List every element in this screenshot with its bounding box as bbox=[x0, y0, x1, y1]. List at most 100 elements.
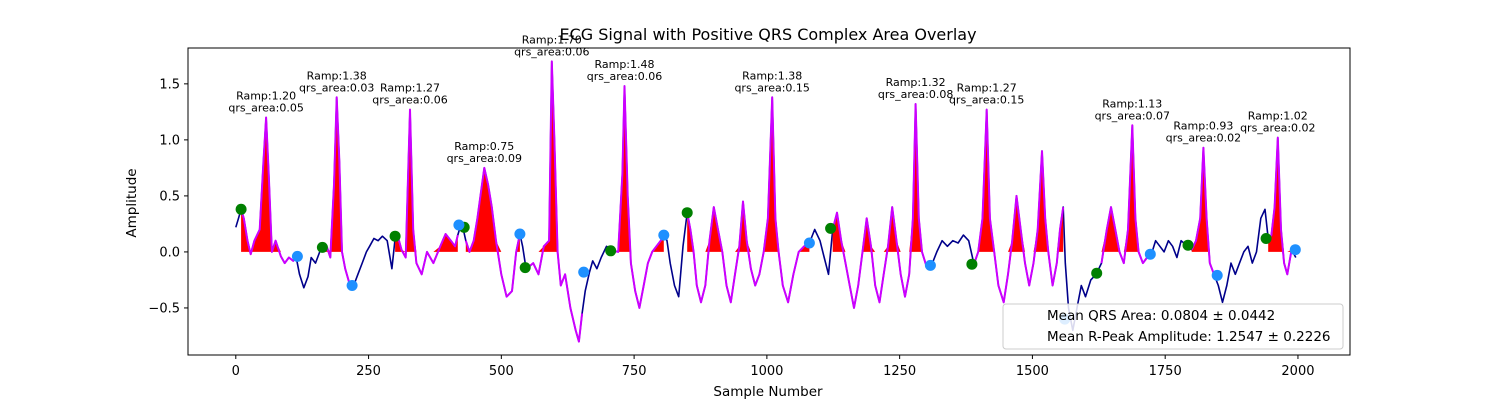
qrs-area-label: qrs_area:0.07 bbox=[1095, 109, 1170, 122]
qrs-onset-marker bbox=[389, 230, 401, 242]
x-tick-label: 250 bbox=[356, 364, 381, 379]
qrs-onset-marker bbox=[1091, 267, 1103, 279]
r-amplitude-label: Ramp:1.02 bbox=[1248, 110, 1308, 123]
qrs-onset-marker bbox=[681, 207, 693, 219]
qrs-area-label: qrs_area:0.03 bbox=[299, 81, 374, 94]
qrs-area-label: qrs_area:0.06 bbox=[514, 45, 589, 58]
qrs-area-label: qrs_area:0.15 bbox=[734, 81, 809, 94]
qrs-onset-marker bbox=[316, 241, 328, 253]
x-tick-label: 500 bbox=[489, 364, 514, 379]
r-peak-annotation: Ramp:1.70 qrs_area:0.06 bbox=[514, 33, 589, 58]
r-peak-annotation: Ramp:1.38 qrs_area:0.03 bbox=[299, 69, 374, 94]
qrs-offset-marker bbox=[291, 250, 303, 262]
x-tick-label: 750 bbox=[622, 364, 647, 379]
r-amplitude-label: Ramp:1.13 bbox=[1102, 97, 1162, 110]
qrs-area-label: qrs_area:0.02 bbox=[1240, 122, 1315, 135]
qrs-area-label: qrs_area:0.02 bbox=[1166, 132, 1241, 145]
r-amplitude-label: Ramp:1.48 bbox=[594, 58, 654, 71]
y-tick-label: 0.5 bbox=[159, 189, 180, 204]
qrs-offset-marker bbox=[346, 280, 358, 291]
r-peak-annotation: Ramp:1.38 qrs_area:0.15 bbox=[734, 69, 809, 94]
y-axis: −0.5 0.0 0.5 1.0 1.5 bbox=[148, 77, 188, 316]
qrs-segment-line bbox=[973, 108, 1065, 304]
y-tick-label: 0.0 bbox=[159, 245, 180, 260]
r-peak-annotation: Ramp:1.20 qrs_area:0.05 bbox=[228, 90, 303, 115]
r-peak-annotation: Ramp:1.27 qrs_area:0.15 bbox=[949, 82, 1024, 107]
r-peak-annotation: Ramp:0.75 qrs_area:0.09 bbox=[447, 140, 522, 165]
qrs-offset-marker bbox=[1289, 244, 1301, 256]
r-amplitude-label: Ramp:1.70 bbox=[522, 33, 582, 46]
qrs-area-label: qrs_area:0.05 bbox=[228, 102, 303, 115]
qrs-onset-marker bbox=[825, 222, 837, 234]
qrs-offset-marker bbox=[924, 259, 936, 271]
qrs-area-label: qrs_area:0.09 bbox=[447, 152, 522, 165]
qrs-onset-marker bbox=[605, 245, 617, 257]
r-peak-annotation: Ramp:1.02 qrs_area:0.02 bbox=[1240, 110, 1315, 135]
qrs-offset-marker bbox=[803, 237, 815, 249]
y-tick-label: 1.0 bbox=[159, 133, 180, 148]
qrs-offset-marker bbox=[453, 219, 465, 231]
legend-box bbox=[1002, 303, 1344, 350]
qrs-offset-marker bbox=[1144, 248, 1156, 260]
qrs-segment-line bbox=[240, 116, 297, 265]
qrs-area-fill bbox=[1191, 147, 1214, 252]
x-tick-label: 1250 bbox=[883, 364, 916, 379]
qrs-onset-marker bbox=[235, 203, 247, 215]
qrs-offset-marker bbox=[578, 266, 590, 278]
qrs-area-fill bbox=[974, 109, 1064, 252]
plot-content bbox=[235, 60, 1297, 343]
x-axis: 0 250 500 750 1000 1250 1500 1750 2000 bbox=[232, 355, 1315, 379]
r-peak-annotation: Ramp:0.93 qrs_area:0.02 bbox=[1166, 120, 1241, 145]
legend-entry-mean-qrs-area: Mean QRS Area: 0.0804 ± 0.0442 bbox=[1047, 308, 1275, 324]
qrs-area-label: qrs_area:0.15 bbox=[949, 94, 1024, 107]
qrs-area-label: qrs_area:0.08 bbox=[878, 88, 953, 101]
qrs-segment-line bbox=[612, 85, 665, 309]
qrs-offset-marker bbox=[1211, 269, 1223, 281]
qrs-area-label: qrs_area:0.06 bbox=[372, 94, 447, 107]
qrs-segment-line bbox=[1190, 146, 1215, 275]
qrs-offset-marker bbox=[658, 229, 670, 241]
x-tick-label: 1750 bbox=[1149, 364, 1182, 379]
r-amplitude-label: Ramp:0.75 bbox=[454, 140, 514, 153]
r-peak-annotation: Ramp:1.48 qrs_area:0.06 bbox=[587, 58, 662, 83]
r-amplitude-label: Ramp:1.38 bbox=[742, 69, 802, 82]
qrs-segment-line bbox=[686, 96, 810, 304]
qrs-area-fill bbox=[465, 167, 520, 252]
qrs-segment-line bbox=[1100, 124, 1148, 265]
qrs-segment-line bbox=[394, 108, 459, 276]
qrs-segment-line bbox=[322, 96, 351, 284]
qrs-area-fill bbox=[1268, 137, 1292, 252]
x-axis-label: Sample Number bbox=[713, 384, 823, 400]
legend: Mean QRS Area: 0.0804 ± 0.0442 Mean R-Pe… bbox=[1002, 303, 1344, 350]
r-amplitude-label: Ramp:1.20 bbox=[236, 90, 296, 103]
qrs-segment-line bbox=[831, 103, 928, 309]
r-amplitude-label: Ramp:1.27 bbox=[380, 82, 440, 95]
r-peak-annotation: Ramp:1.13 qrs_area:0.07 bbox=[1095, 97, 1170, 122]
y-axis-label: Amplitude bbox=[124, 168, 140, 237]
r-peak-annotation: Ramp:1.27 qrs_area:0.06 bbox=[372, 82, 447, 107]
r-amplitude-label: Ramp:1.38 bbox=[307, 69, 367, 82]
r-amplitude-label: Ramp:1.32 bbox=[886, 76, 946, 89]
qrs-onset-marker bbox=[966, 258, 978, 270]
legend-entry-mean-r-peak-amplitude: Mean R-Peak Amplitude: 1.2547 ± 0.2226 bbox=[1047, 329, 1331, 345]
x-tick-label: 1000 bbox=[750, 364, 783, 379]
plot-frame bbox=[187, 47, 1351, 356]
qrs-segment-line bbox=[524, 60, 584, 343]
r-peak-annotation: Ramp:1.32 qrs_area:0.08 bbox=[878, 76, 953, 101]
x-tick-label: 2000 bbox=[1281, 364, 1314, 379]
qrs-onset-marker bbox=[1260, 233, 1272, 244]
r-amplitude-label: Ramp:0.93 bbox=[1173, 120, 1233, 133]
qrs-area-label: qrs_area:0.06 bbox=[587, 70, 662, 83]
qrs-segment-line bbox=[464, 166, 521, 298]
y-tick-label: −0.5 bbox=[148, 301, 180, 316]
qrs-area-fill bbox=[832, 104, 927, 252]
qrs-area-fill bbox=[525, 61, 583, 252]
qrs-onset-marker bbox=[519, 262, 531, 274]
qrs-segment-line bbox=[1267, 136, 1293, 276]
qrs-onset-marker bbox=[1182, 239, 1194, 251]
r-amplitude-label: Ramp:1.27 bbox=[957, 82, 1017, 95]
qrs-area-fill bbox=[323, 97, 350, 252]
chart-title: ECG Signal with Positive QRS Complex Are… bbox=[559, 25, 976, 44]
